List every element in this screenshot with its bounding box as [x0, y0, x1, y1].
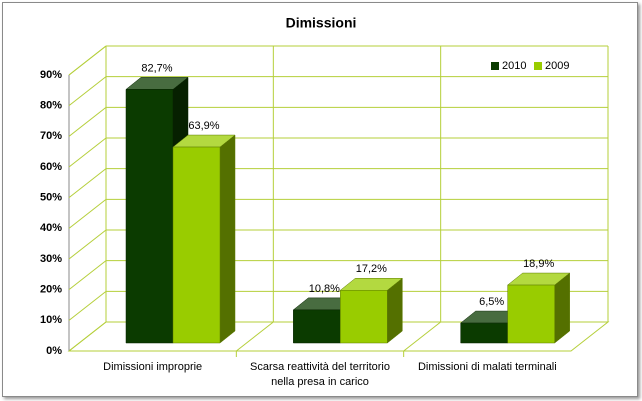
bar-front [293, 309, 341, 344]
chart-title: Dimissioni [286, 15, 357, 31]
y-tick-label: 80% [40, 100, 62, 112]
legend-swatch [491, 62, 499, 70]
bar [172, 134, 236, 344]
chart: Dimissioni 0% 10% 20% 30% 40% 50% 60% 70% 80% 90%… [40, 15, 610, 357]
grid-line [68, 106, 107, 137]
value-label: 17,2% [356, 263, 387, 275]
x-tick-label: Dimissioni improprie [103, 361, 203, 373]
bar-front [172, 146, 221, 344]
grid-line [68, 290, 107, 321]
y-tick-label: 40% [40, 222, 62, 234]
legend-label: 2010 [502, 60, 526, 72]
value-label: 18,9% [523, 258, 554, 270]
grid-line [68, 137, 107, 168]
y-tick-label: 30% [40, 253, 62, 265]
value-label: 6,5% [479, 296, 504, 308]
value-label: 10,8% [309, 283, 340, 295]
category-divider [236, 321, 274, 352]
grid-line [68, 260, 107, 291]
y-tick-label: 90% [40, 69, 62, 81]
y-tick-label: 20% [40, 284, 62, 296]
y-tick-label: 60% [40, 161, 62, 173]
y-tick-label: 10% [40, 314, 62, 326]
legend-label: 2009 [545, 60, 569, 72]
bar [339, 277, 404, 344]
bar-front [125, 89, 174, 344]
chart-frame: Dimissioni 0% 10% 20% 30% 40% 50% 60% 70% 80% 90%… [2, 2, 638, 397]
bar-front [507, 284, 555, 344]
bar-front [340, 290, 388, 344]
value-label: 63,9% [188, 120, 219, 132]
bar [506, 272, 571, 344]
category-divider [403, 321, 441, 352]
grid-line [68, 168, 107, 199]
grid-line [68, 76, 107, 107]
bar-side [219, 134, 236, 344]
legend-swatch [534, 62, 542, 70]
y-tick-label: 50% [40, 192, 62, 204]
x-tick-label: Scarsa reattività del territorio nella p… [250, 361, 390, 388]
bar-front [460, 322, 508, 344]
y-tick-label: 0% [46, 345, 62, 357]
grid-line [68, 229, 107, 260]
grid-line [68, 45, 107, 76]
value-label: 82,7% [141, 62, 172, 74]
grid-line [68, 198, 107, 229]
x-tick-label: Dimissioni di malati terminali [417, 361, 557, 373]
grid-line [68, 321, 107, 352]
y-tick-label: 70% [40, 130, 62, 142]
